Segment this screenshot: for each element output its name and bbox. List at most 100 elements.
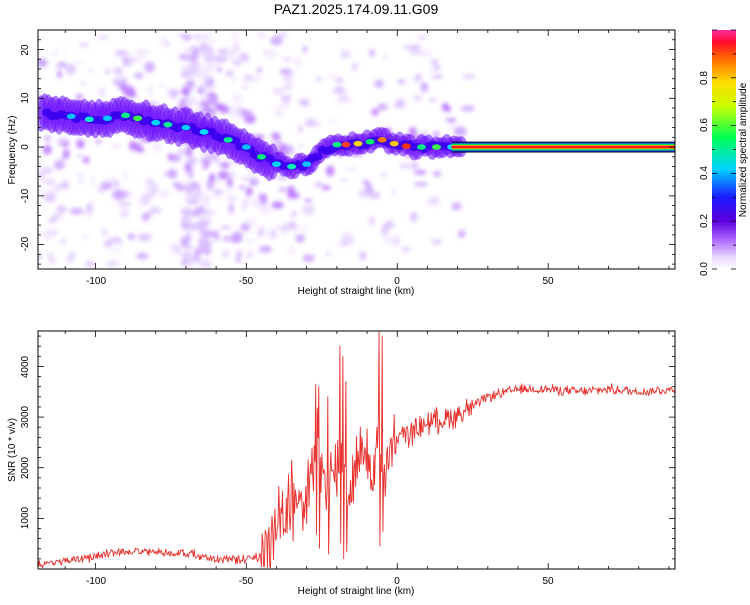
speckle-blob [340, 234, 355, 245]
speckle-blob [200, 196, 211, 208]
speckle-blob [364, 183, 373, 195]
speckle-blob [187, 156, 198, 166]
speckle-blob [65, 63, 76, 75]
speckle-blob [75, 94, 84, 100]
spectrogram-image [38, 30, 675, 269]
speckle-blob [78, 43, 90, 47]
speckle-blob [420, 49, 432, 59]
speckle-blob [139, 195, 151, 206]
snr-xtick-label-0: -100 [86, 576, 106, 587]
speckle-blob [337, 96, 344, 104]
speckle-blob [288, 221, 297, 229]
speckle-blob [136, 253, 149, 259]
speckle-blob [128, 140, 137, 151]
speckle-blob [246, 251, 254, 259]
speckle-blob [432, 130, 441, 138]
speckle-blob [426, 69, 440, 73]
speckle-blob [104, 68, 111, 75]
speckle-blob [227, 177, 233, 189]
speckle-blob [199, 71, 204, 82]
speckle-blob [451, 202, 462, 211]
speckle-blob [159, 36, 169, 46]
speckle-blob [399, 163, 411, 169]
ridge-peak [332, 141, 342, 148]
speckle-blob [114, 180, 119, 187]
speckle-blob [206, 180, 214, 190]
speckle-blob [127, 233, 136, 241]
colorbar-gradient [712, 30, 736, 269]
speckle-blob [232, 30, 239, 41]
speckle-blob [137, 54, 143, 65]
speckle-blob [228, 202, 234, 214]
speckle-blob [277, 31, 288, 39]
speckle-blob [178, 54, 189, 61]
speckle-blob [275, 176, 289, 180]
speckle-blob [123, 169, 128, 180]
speckle-blob [231, 231, 243, 242]
ridge-peak [341, 141, 351, 148]
speckle-blob [181, 86, 190, 96]
speckle-blob [146, 179, 153, 183]
ridge-peak [365, 138, 375, 145]
speckle-blob [248, 75, 263, 83]
speckle-blob [149, 207, 163, 215]
speckle-blob [138, 146, 145, 153]
speckle-blob [272, 87, 284, 94]
speckle-blob [295, 234, 306, 243]
speckle-blob [326, 74, 341, 80]
speckle-blob [200, 244, 210, 255]
speckle-blob [86, 202, 93, 214]
speckle-blob [54, 184, 65, 188]
speckle-blob [371, 108, 379, 116]
speckle-blob [294, 56, 303, 67]
speckle-blob [298, 98, 310, 107]
speckle-blob [77, 153, 82, 158]
speckle-blob [62, 155, 69, 160]
speckle-blob [62, 141, 69, 148]
speckle-blob [280, 94, 292, 102]
speckle-blob [226, 52, 236, 62]
speckle-blob [50, 50, 59, 56]
ridge-peak [401, 143, 411, 149]
speckle-blob [110, 143, 122, 150]
speckle-blob [222, 249, 230, 259]
speckle-blob [236, 249, 243, 259]
speckle-blob [80, 80, 87, 85]
speckle-blob [205, 77, 215, 87]
speckle-blob [256, 33, 267, 38]
speckle-blob [289, 72, 295, 78]
speckle-blob [281, 57, 293, 62]
speckle-blob [189, 182, 201, 187]
colorbar-tick-label-0: 0.0 [699, 262, 710, 276]
speckle-blob [411, 44, 422, 50]
speckle-blob [186, 230, 191, 241]
speckle-blob [301, 204, 316, 216]
spectrogram-frame [37, 29, 676, 270]
spec-xtick-label-2: 0 [394, 276, 400, 287]
speckle-blob [250, 219, 256, 228]
spec-ytick-label-4: 20 [20, 44, 31, 56]
speckle-blob [408, 126, 417, 137]
speckle-blob [431, 75, 444, 79]
snr-ytick-label-2: 3000 [20, 405, 31, 428]
speckle-blob [186, 256, 193, 265]
speckle-blob [206, 97, 219, 106]
speckle-blob [114, 49, 129, 57]
speckle-blob [187, 53, 193, 61]
speckle-blob [185, 245, 191, 249]
speckle-blob [208, 254, 214, 259]
speckle-blob [245, 217, 258, 222]
speckle-blob [429, 97, 436, 103]
speckle-blob [341, 99, 356, 103]
speckle-blob [181, 34, 192, 41]
speckle-blob [271, 201, 284, 209]
speckle-blob [106, 176, 119, 182]
speckle-blob [225, 186, 237, 192]
speckle-blob [145, 211, 153, 218]
speckle-blob [206, 38, 219, 43]
speckle-blob [383, 235, 394, 245]
speckle-blob [202, 165, 207, 170]
speckle-blob [303, 225, 309, 233]
spectral-ridge [38, 93, 675, 182]
speckle-blob [430, 236, 436, 245]
